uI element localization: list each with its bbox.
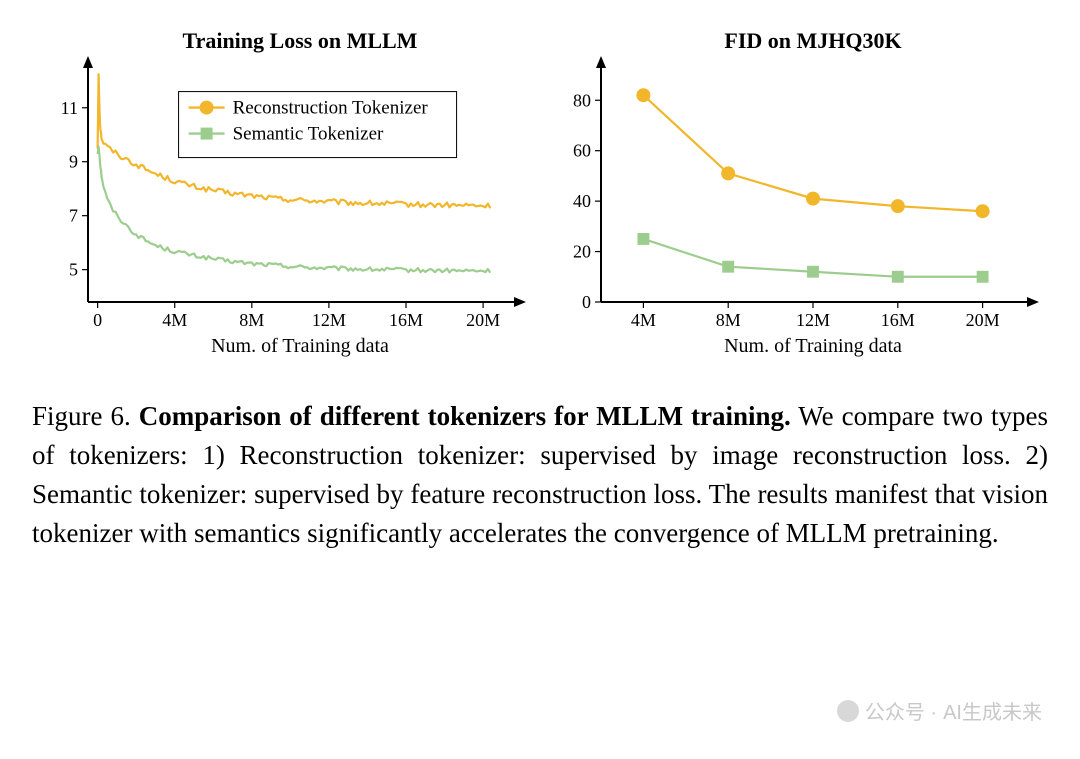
svg-text:0: 0 [93, 310, 102, 330]
svg-text:80: 80 [573, 90, 591, 110]
svg-text:0: 0 [582, 292, 591, 312]
svg-text:Training Loss on MLLM: Training Loss on MLLM [183, 28, 418, 53]
svg-text:Num. of Training data: Num. of Training data [724, 335, 902, 357]
svg-text:60: 60 [573, 141, 591, 161]
svg-text:12M: 12M [796, 310, 830, 330]
chart-fid: FID on MJHQ30K 0 20 40 60 80 4M 8M 12M 16M 20M Num.… [545, 24, 1048, 369]
svg-text:4M: 4M [631, 310, 656, 330]
watermark: 公众号 · AI生成未来 [837, 696, 1042, 725]
svg-text:12M: 12M [312, 310, 346, 330]
svg-text:16M: 16M [881, 310, 915, 330]
chart-left-svg: Training Loss on MLLM 5 7 9 11 0 4M 8M 12M 16M 20M… [32, 24, 532, 364]
svg-text:20M: 20M [466, 310, 500, 330]
svg-text:20: 20 [573, 242, 591, 262]
charts-row: Training Loss on MLLM 5 7 9 11 0 4M 8M 12M 16M 20M… [32, 24, 1048, 369]
svg-text:7: 7 [69, 206, 78, 226]
svg-text:Reconstruction Tokenizer: Reconstruction Tokenizer [233, 98, 429, 119]
svg-text:Semantic Tokenizer: Semantic Tokenizer [233, 124, 384, 145]
svg-text:FID on MJHQ30K: FID on MJHQ30K [724, 28, 901, 53]
svg-text:5: 5 [69, 260, 78, 280]
svg-text:8M: 8M [716, 310, 741, 330]
figure-caption: Figure 6. Comparison of different tokeni… [32, 397, 1048, 554]
svg-text:11: 11 [61, 98, 78, 118]
svg-text:9: 9 [69, 152, 78, 172]
caption-fig-label: Figure 6. [32, 401, 131, 431]
svg-text:16M: 16M [389, 310, 423, 330]
wechat-icon [837, 700, 859, 722]
chart-training-loss: Training Loss on MLLM 5 7 9 11 0 4M 8M 12M 16M 20M… [32, 24, 535, 369]
watermark-name: AI生成未来 [943, 696, 1042, 725]
svg-text:Num. of Training data: Num. of Training data [211, 335, 389, 357]
svg-text:4M: 4M [162, 310, 187, 330]
watermark-prefix: 公众号 · [865, 696, 937, 725]
svg-text:8M: 8M [239, 310, 264, 330]
chart-right-svg: FID on MJHQ30K 0 20 40 60 80 4M 8M 12M 16M 20M Num.… [545, 24, 1045, 364]
svg-text:40: 40 [573, 191, 591, 211]
caption-title: Comparison of different tokenizers for M… [139, 401, 791, 431]
svg-text:20M: 20M [966, 310, 1000, 330]
